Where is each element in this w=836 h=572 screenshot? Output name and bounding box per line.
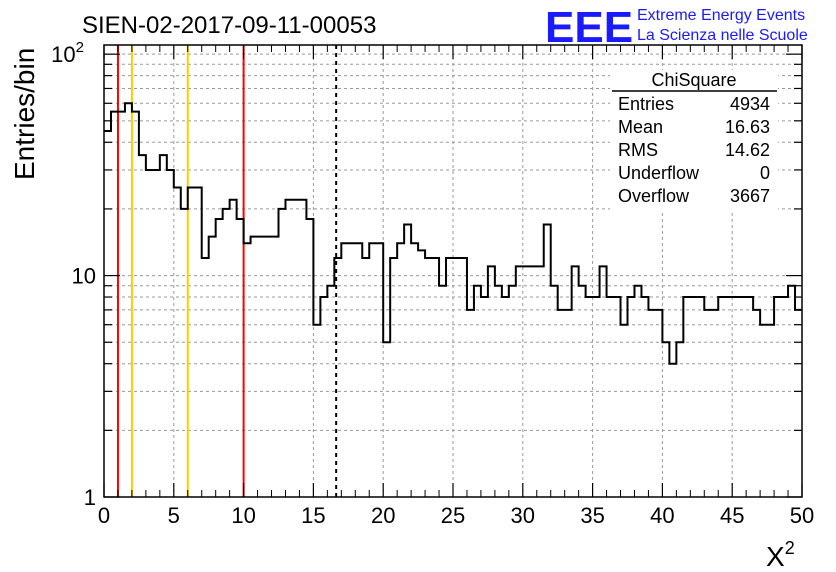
y-axis-label: Entries/bin: [9, 48, 40, 180]
reference-lines: [116, 45, 338, 497]
histogram-line: [104, 102, 802, 365]
x-tick-label: 30: [511, 503, 535, 528]
x-axis-label-superscript: 2: [785, 538, 795, 558]
logo-mark: EEE: [545, 3, 633, 52]
y-tick-label: 10: [72, 264, 96, 289]
eee-logo: EEE Extreme Energy Events La Scienza nel…: [545, 3, 808, 52]
stats-label: Entries: [618, 94, 674, 114]
x-tick-label: 10: [231, 503, 255, 528]
grid-lines: [104, 45, 802, 497]
logo-line-1: Extreme Energy Events: [637, 7, 805, 24]
chart-title: SIEN-02-2017-09-11-00053: [82, 12, 376, 39]
x-tick-label: 15: [301, 503, 325, 528]
x-tick-label: 35: [580, 503, 604, 528]
stats-label: RMS: [618, 140, 658, 160]
x-axis-label-base: X: [766, 541, 785, 572]
stats-title: ChiSquare: [651, 70, 736, 90]
stats-box-bg: [610, 70, 778, 210]
stats-value: 0: [760, 163, 770, 183]
stats-value: 16.63: [725, 117, 770, 137]
x-tick-label: 50: [790, 503, 814, 528]
x-tick-label: 45: [720, 503, 744, 528]
y-tick-label: 102: [51, 39, 84, 67]
logo-line-2: La Scienza nelle Scuole: [637, 27, 808, 44]
histogram-series: [104, 102, 802, 365]
stats-value: 4934: [730, 94, 770, 114]
x-tick-label: 20: [371, 503, 395, 528]
x-tick-label: 40: [650, 503, 674, 528]
stats-label: Underflow: [618, 163, 700, 183]
x-axis-ticks: 0 5 10 15 20 25 30 35 40 45 50: [98, 45, 814, 528]
stats-label: Overflow: [618, 186, 690, 206]
x-tick-label: 5: [168, 503, 180, 528]
x-tick-label: 25: [441, 503, 465, 528]
y-tick-label-base: 10: [51, 42, 75, 67]
stats-value: 14.62: [725, 140, 770, 160]
x-tick-label: 0: [98, 503, 110, 528]
stats-label: Mean: [618, 117, 663, 137]
y-tick-label-exponent: 2: [76, 39, 84, 56]
y-tick-label: 1: [84, 485, 96, 510]
stats-value: 3667: [730, 186, 770, 206]
x-axis-label: X2: [766, 538, 795, 572]
stats-box: ChiSquare Entries 4934 Mean 16.63 RMS 14.62 Un…: [610, 70, 778, 210]
